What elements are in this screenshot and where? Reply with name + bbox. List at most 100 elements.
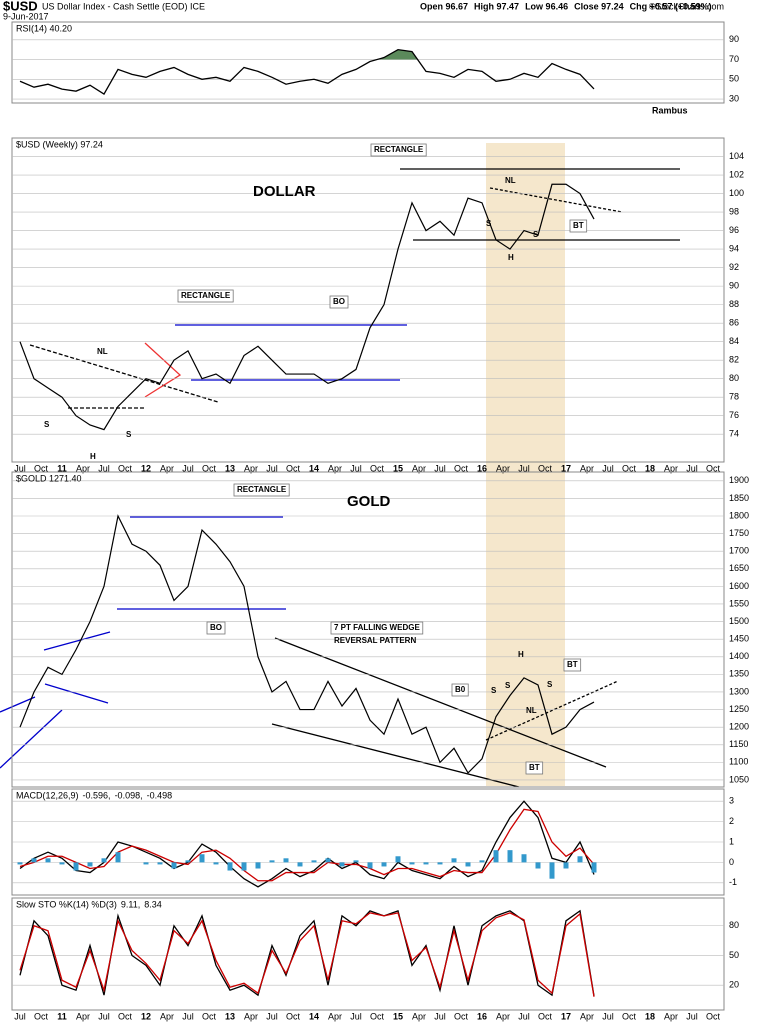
- histogram-bar: [423, 862, 429, 865]
- x-tick-label: 17: [561, 1011, 571, 1021]
- annotation-box: [370, 143, 427, 157]
- symbol: $USD: [3, 0, 38, 13]
- x-tick-label: Apr: [664, 1011, 678, 1021]
- x-tick-label: Apr: [244, 1011, 258, 1021]
- x-tick-label: Jul: [14, 463, 26, 473]
- panel-label: $USD (Weekly) 97.24: [16, 139, 103, 149]
- y-tick-label: 74: [729, 429, 739, 439]
- x-tick-label: 16: [477, 1011, 487, 1021]
- x-tick-label: Oct: [286, 1011, 301, 1021]
- histogram-bar: [199, 854, 205, 863]
- x-tick-label: 11: [57, 1011, 67, 1021]
- series-line: [19, 48, 595, 96]
- histogram-bar: [115, 852, 121, 863]
- histogram-bar: [157, 862, 163, 865]
- x-tick-label: Jul: [98, 1011, 110, 1021]
- x-tick-label: Oct: [118, 1011, 133, 1021]
- y-tick-label: 76: [729, 410, 739, 420]
- x-tick-label: 16: [477, 463, 487, 473]
- histogram-bar: [451, 858, 457, 863]
- histogram-bar: [241, 862, 247, 871]
- annotation: REVERSAL PATTERN: [334, 636, 416, 645]
- annotation: BO: [333, 297, 345, 306]
- annotation: S: [126, 430, 132, 439]
- annotation: S: [533, 230, 539, 239]
- y-tick-label: 1900: [729, 475, 749, 485]
- histogram-bar: [185, 860, 191, 863]
- annotation: GOLD: [347, 493, 390, 510]
- histogram-bar: [227, 862, 233, 871]
- x-tick-label: Oct: [622, 1011, 637, 1021]
- x-tick-label: Oct: [706, 463, 721, 473]
- y-tick-label: 1850: [729, 493, 749, 503]
- annotation-box: [451, 683, 469, 697]
- y-tick-label: 1100: [729, 757, 748, 767]
- y-tick-label: 1600: [729, 581, 749, 591]
- annotation-box: [563, 658, 582, 672]
- x-tick-label: Apr: [496, 1011, 510, 1021]
- x-tick-label: Oct: [202, 1011, 217, 1021]
- histogram-bar: [45, 858, 51, 863]
- annotation: H: [90, 452, 96, 461]
- histogram-bar: [353, 860, 359, 863]
- annotation: S: [505, 681, 511, 690]
- y-tick-label: 1050: [729, 774, 749, 784]
- symbol-name: US Dollar Index - Cash Settle (EOD) ICE: [42, 1, 205, 11]
- y-tick-label: 90: [729, 34, 739, 44]
- x-tick-label: Oct: [118, 463, 133, 473]
- x-tick-label: Jul: [182, 463, 194, 473]
- series-line: [19, 912, 595, 997]
- panel-label: Slow STO %K(14) %D(3): [16, 899, 117, 909]
- y-tick-label: 86: [729, 318, 739, 328]
- x-tick-label: Apr: [412, 1011, 426, 1021]
- x-tick-label: Apr: [328, 1011, 342, 1021]
- series-line: [19, 183, 595, 431]
- x-tick-label: 18: [645, 463, 655, 473]
- y-tick-label: 1700: [729, 546, 749, 556]
- histogram-bar: [339, 862, 345, 867]
- gold-pattern-lines: [0, 516, 619, 788]
- x-tick-label: Apr: [160, 463, 174, 473]
- panel-label: -0.098,: [115, 790, 143, 800]
- x-tick-label: Apr: [244, 463, 258, 473]
- y-tick-label: 84: [729, 336, 739, 346]
- histogram-bar: [591, 862, 597, 873]
- panel-frame: [11, 21, 725, 104]
- y-tick-label: 102: [729, 169, 744, 179]
- x-tick-label: Oct: [538, 463, 553, 473]
- histogram-bar: [283, 858, 289, 863]
- x-tick-label: 15: [393, 1011, 403, 1021]
- x-tick-label: Jul: [182, 1011, 194, 1021]
- panel-label: $GOLD 1271.40: [16, 473, 82, 483]
- x-tick-label: Oct: [454, 463, 469, 473]
- annotation: B0: [455, 685, 466, 694]
- quote-item: High 97.47: [474, 1, 519, 11]
- series-line: [19, 800, 595, 888]
- x-tick-label: Jul: [350, 463, 362, 473]
- annotation: 7 PT FALLING WEDGE: [334, 623, 420, 632]
- histogram-bar: [507, 850, 513, 863]
- x-tick-label: Jul: [518, 1011, 530, 1021]
- annotation: RECTANGLE: [181, 291, 231, 300]
- histogram-bar: [381, 862, 387, 867]
- histogram-bar: [213, 862, 219, 865]
- x-tick-label: Oct: [622, 463, 637, 473]
- x-tick-label: Apr: [412, 463, 426, 473]
- histogram-bar: [367, 862, 373, 869]
- y-tick-label: 78: [729, 392, 739, 402]
- histogram-bar: [437, 862, 443, 865]
- x-tick-label: Oct: [34, 463, 49, 473]
- annotation-box: [525, 761, 544, 775]
- panel-label: -0.498: [147, 790, 173, 800]
- x-tick-label: 18: [645, 1011, 655, 1021]
- annotation: RECTANGLE: [374, 145, 424, 154]
- y-tick-label: 1250: [729, 704, 749, 714]
- y-tick-label: 1500: [729, 616, 749, 626]
- y-tick-label: 1350: [729, 669, 749, 679]
- histogram-bar: [493, 850, 499, 863]
- x-tick-label: Apr: [160, 1011, 174, 1021]
- x-tick-label: Apr: [76, 463, 90, 473]
- x-tick-label: Oct: [454, 1011, 469, 1021]
- y-tick-label: 30: [729, 93, 739, 103]
- histogram-bar: [59, 862, 65, 865]
